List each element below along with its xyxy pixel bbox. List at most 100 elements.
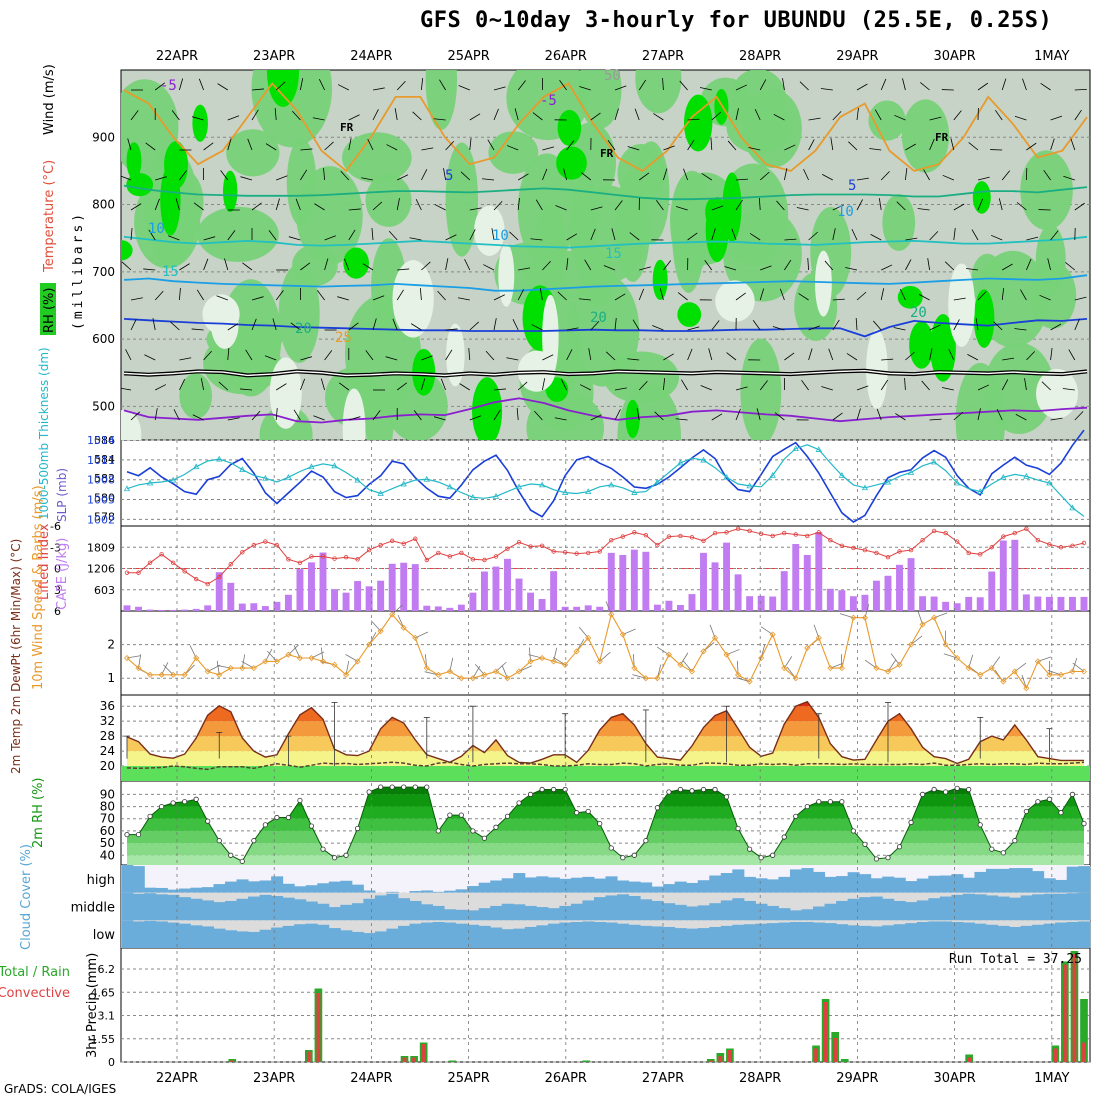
li-point [782, 530, 787, 536]
li-point [528, 544, 533, 549]
x-tick-label-top: 30APR [933, 49, 975, 64]
wind-barb [251, 88, 264, 91]
wind-barb [539, 288, 543, 301]
wind-barb [175, 198, 180, 211]
wind-speed-point [735, 671, 742, 678]
wind-barb [929, 138, 935, 151]
wind-barb [820, 88, 833, 91]
rh-point [1046, 796, 1053, 802]
wind-barb [517, 198, 520, 211]
wind-barb [542, 260, 551, 271]
cloud-low-bar [397, 925, 410, 948]
wind-barb [275, 290, 284, 301]
li-point [839, 543, 845, 549]
wind-speed-point [631, 665, 638, 672]
thickness-point [515, 483, 523, 490]
wind-barb [421, 169, 428, 181]
rh-point [504, 813, 511, 819]
wind-barb [509, 231, 519, 241]
wind-barb [275, 408, 278, 421]
cloud-high-bar [132, 866, 145, 893]
cloud-high-bar [121, 865, 134, 893]
rh-max-area [222, 170, 238, 213]
li-tick-label: 3 [54, 584, 61, 597]
wind-barb [1074, 411, 1084, 421]
li-point [124, 570, 130, 575]
thickness-point [907, 469, 915, 475]
cloud-middle-bar [939, 896, 952, 921]
wind-barb [415, 199, 422, 211]
li-point [586, 550, 591, 556]
wind-barb [555, 205, 567, 211]
rh-max-area [714, 88, 729, 125]
wind-barb [590, 206, 603, 211]
wind-barb [227, 230, 236, 241]
wind-speed-point [423, 665, 430, 672]
cape-bar [1045, 596, 1053, 611]
wind-barb [832, 319, 840, 331]
surface-wind-barb [397, 614, 405, 628]
cloud-high-bar [732, 869, 745, 893]
wind-speed-point [965, 665, 972, 672]
wind-barb [675, 418, 688, 421]
rh-point [551, 786, 557, 793]
rh-band [127, 830, 1084, 844]
cape-bar [688, 594, 696, 611]
wind-barb [700, 385, 712, 391]
rh-point [401, 784, 407, 790]
wind-barb [735, 84, 748, 91]
wind-barb [808, 348, 813, 361]
rh-point [251, 838, 257, 844]
surface-wind-barb [241, 660, 255, 669]
wind-barb [929, 116, 942, 121]
li-point [678, 533, 683, 539]
rh-tick-label: 90 [100, 787, 115, 801]
rh-tick-label: 60 [100, 824, 115, 838]
wind-barb [532, 112, 543, 121]
cloud-high-bar [409, 891, 422, 893]
wind-barb [894, 114, 906, 121]
cloud-axis-label: Cloud Cover (%) [19, 844, 34, 950]
cloud-low-bar [847, 925, 860, 948]
wind-barb [905, 259, 912, 271]
rh-high-area [1029, 261, 1077, 329]
rh-point [378, 784, 384, 790]
wind-barb [566, 327, 579, 331]
wind-barb [203, 142, 214, 151]
rh-point [1069, 791, 1076, 797]
pressure-tick-label: 800 [92, 198, 115, 212]
cloud-high-bar [524, 877, 537, 893]
rh-high-area [901, 99, 950, 173]
wind-barb [1050, 230, 1059, 241]
wind-barb [168, 235, 180, 241]
cloud-high-bar [559, 878, 572, 893]
wind-barb [313, 415, 325, 421]
wind-barb [324, 141, 334, 151]
cloud-middle-bar [743, 900, 756, 921]
wind-barb [152, 318, 156, 331]
cape-bar [434, 606, 442, 611]
wind-barb [1015, 414, 1027, 421]
rh-point [620, 855, 626, 861]
panel-frame-thick [120, 439, 1091, 527]
cloud-low-bar [905, 923, 918, 948]
rh-point [182, 799, 188, 805]
cloud-high-bar [836, 876, 849, 893]
cloud-middle-bar [1078, 892, 1091, 921]
wind-barb [324, 235, 336, 241]
cape-bar [561, 606, 569, 611]
cloud-middle-bar [121, 892, 134, 921]
wind-barb [953, 411, 964, 421]
wind-barb [735, 408, 741, 421]
cloud-high-bar [974, 871, 987, 893]
cape-bar [780, 571, 788, 611]
rh-dry-area [121, 409, 142, 440]
rh-point [919, 791, 926, 797]
cloud-low-bar [628, 924, 641, 948]
wind-barb [832, 111, 842, 121]
wind-barb [614, 200, 623, 211]
rh-point [643, 838, 649, 844]
wind-barb [869, 148, 882, 151]
wind-barb [918, 294, 930, 301]
wind-barb [251, 296, 264, 301]
